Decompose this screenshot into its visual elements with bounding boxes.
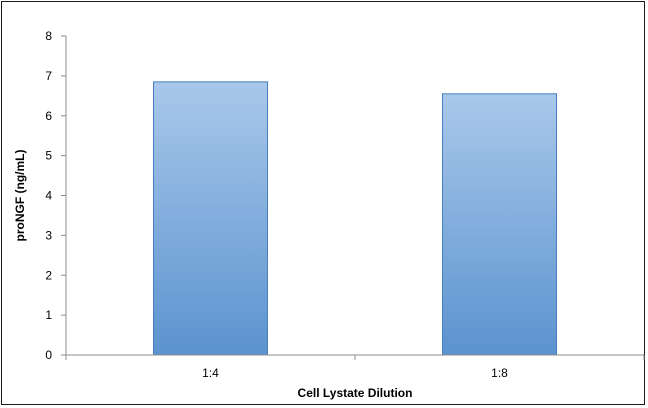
y-tick-label: 3 <box>45 228 52 242</box>
y-tick-label: 6 <box>45 109 52 123</box>
y-tick-label: 0 <box>45 348 52 362</box>
bar-1-8 <box>442 93 557 356</box>
x-axis-ticks: 1:4 1:8 <box>65 355 645 380</box>
bar-1-4 <box>153 81 268 356</box>
y-tick-label: 2 <box>45 268 52 282</box>
y-axis-ticks: 0 1 2 3 4 5 6 7 8 <box>45 29 66 362</box>
bars <box>153 81 557 356</box>
x-tick-label: 1:4 <box>202 366 219 380</box>
x-tick-label: 1:8 <box>491 366 508 380</box>
y-tick-label: 8 <box>45 29 52 43</box>
y-tick-label: 5 <box>45 149 52 163</box>
y-tick-label: 1 <box>45 308 52 322</box>
y-axis-title: proNGF (ng/mL) <box>13 150 27 242</box>
y-tick-label: 7 <box>45 69 52 83</box>
x-axis-title: Cell Lystate Dilution <box>298 386 413 400</box>
y-tick-label: 4 <box>45 189 52 203</box>
